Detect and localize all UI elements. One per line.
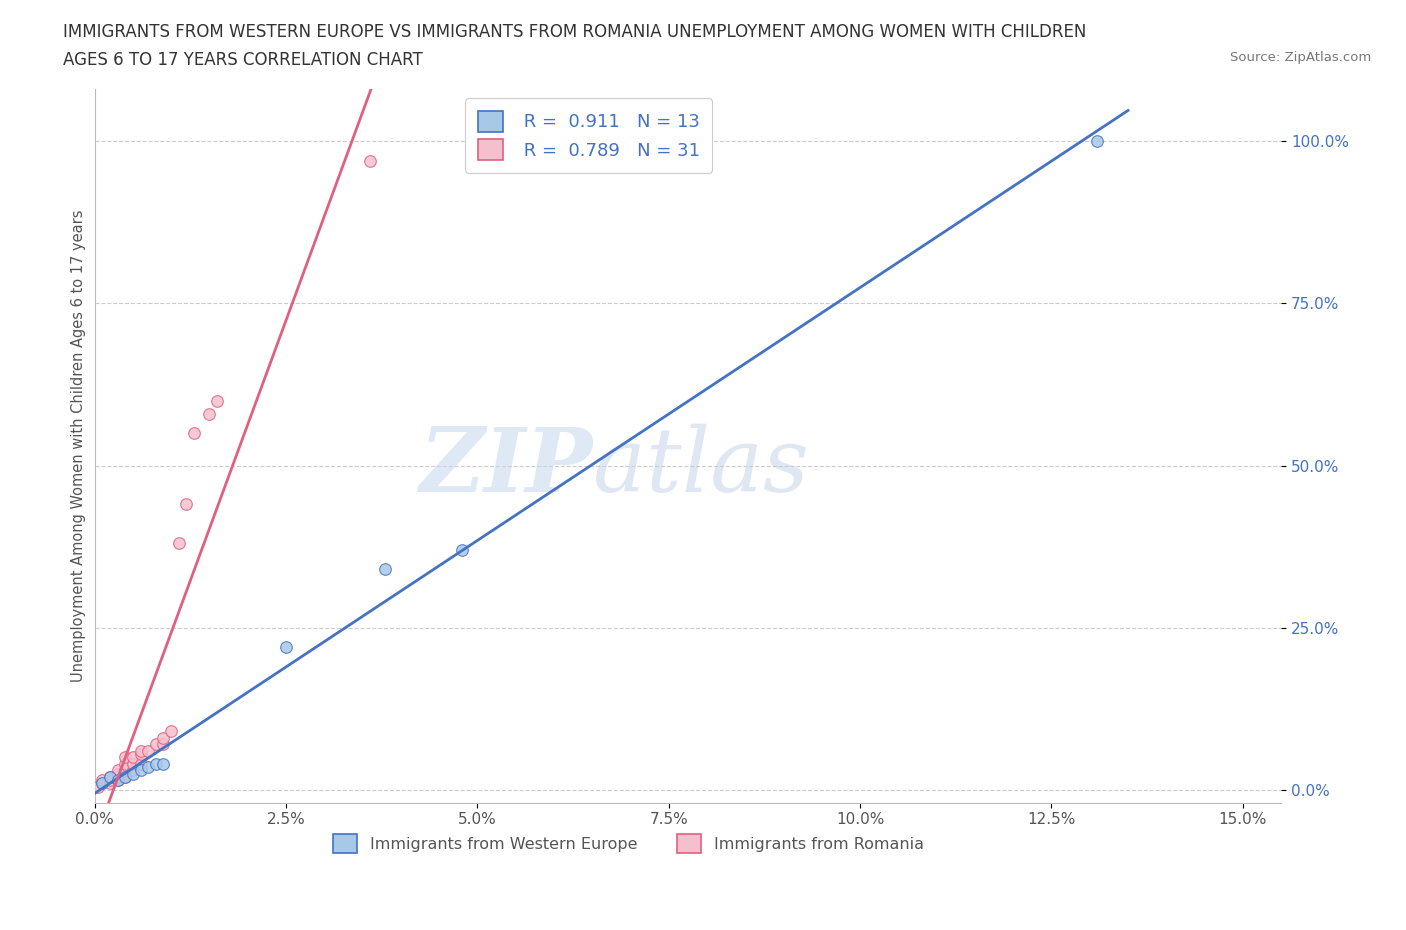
Point (274, 640, 297, 655)
Point (160, 724, 183, 738)
Point (121, 750, 143, 764)
Point (107, 763, 129, 777)
Point (183, 426, 205, 441)
Point (205, 393, 228, 408)
Point (98, 769, 121, 784)
Legend: Immigrants from Western Europe, Immigrants from Romania: Immigrants from Western Europe, Immigran… (326, 828, 931, 859)
Point (107, 766, 129, 781)
Point (176, 497, 198, 512)
Text: Source: ZipAtlas.com: Source: ZipAtlas.com (1230, 51, 1371, 64)
Point (114, 750, 136, 764)
Point (152, 730, 174, 745)
Point (98, 769, 121, 784)
Point (136, 743, 159, 758)
Point (374, 562, 396, 577)
Point (359, 153, 381, 168)
Point (167, 536, 190, 551)
Point (91, 773, 114, 788)
Y-axis label: Unemployment Among Women with Children Ages 6 to 17 years: Unemployment Among Women with Children A… (72, 210, 86, 683)
Point (107, 773, 129, 788)
Point (152, 737, 174, 751)
Point (91, 776, 114, 790)
Point (114, 763, 136, 777)
Text: atlas: atlas (593, 424, 808, 511)
Text: AGES 6 TO 17 YEARS CORRELATION CHART: AGES 6 TO 17 YEARS CORRELATION CHART (63, 51, 423, 69)
Point (121, 766, 143, 781)
Point (152, 756, 174, 771)
Point (136, 760, 159, 775)
Point (129, 743, 152, 758)
Point (145, 756, 167, 771)
Point (1085, 134, 1108, 149)
Point (129, 763, 152, 777)
Point (129, 756, 152, 771)
Text: ZIP: ZIP (419, 424, 593, 511)
Point (87, 779, 110, 794)
Point (114, 756, 136, 771)
Point (114, 769, 136, 784)
Point (91, 776, 114, 790)
Point (107, 773, 129, 788)
Point (98, 773, 121, 788)
Point (145, 737, 167, 751)
Point (114, 769, 136, 784)
Text: IMMIGRANTS FROM WESTERN EUROPE VS IMMIGRANTS FROM ROMANIA UNEMPLOYMENT AMONG WOM: IMMIGRANTS FROM WESTERN EUROPE VS IMMIGR… (63, 23, 1087, 41)
Point (198, 406, 221, 421)
Point (121, 763, 143, 777)
Point (451, 542, 474, 557)
Point (129, 747, 152, 762)
Point (121, 756, 143, 771)
Point (98, 776, 121, 790)
Point (107, 769, 129, 784)
